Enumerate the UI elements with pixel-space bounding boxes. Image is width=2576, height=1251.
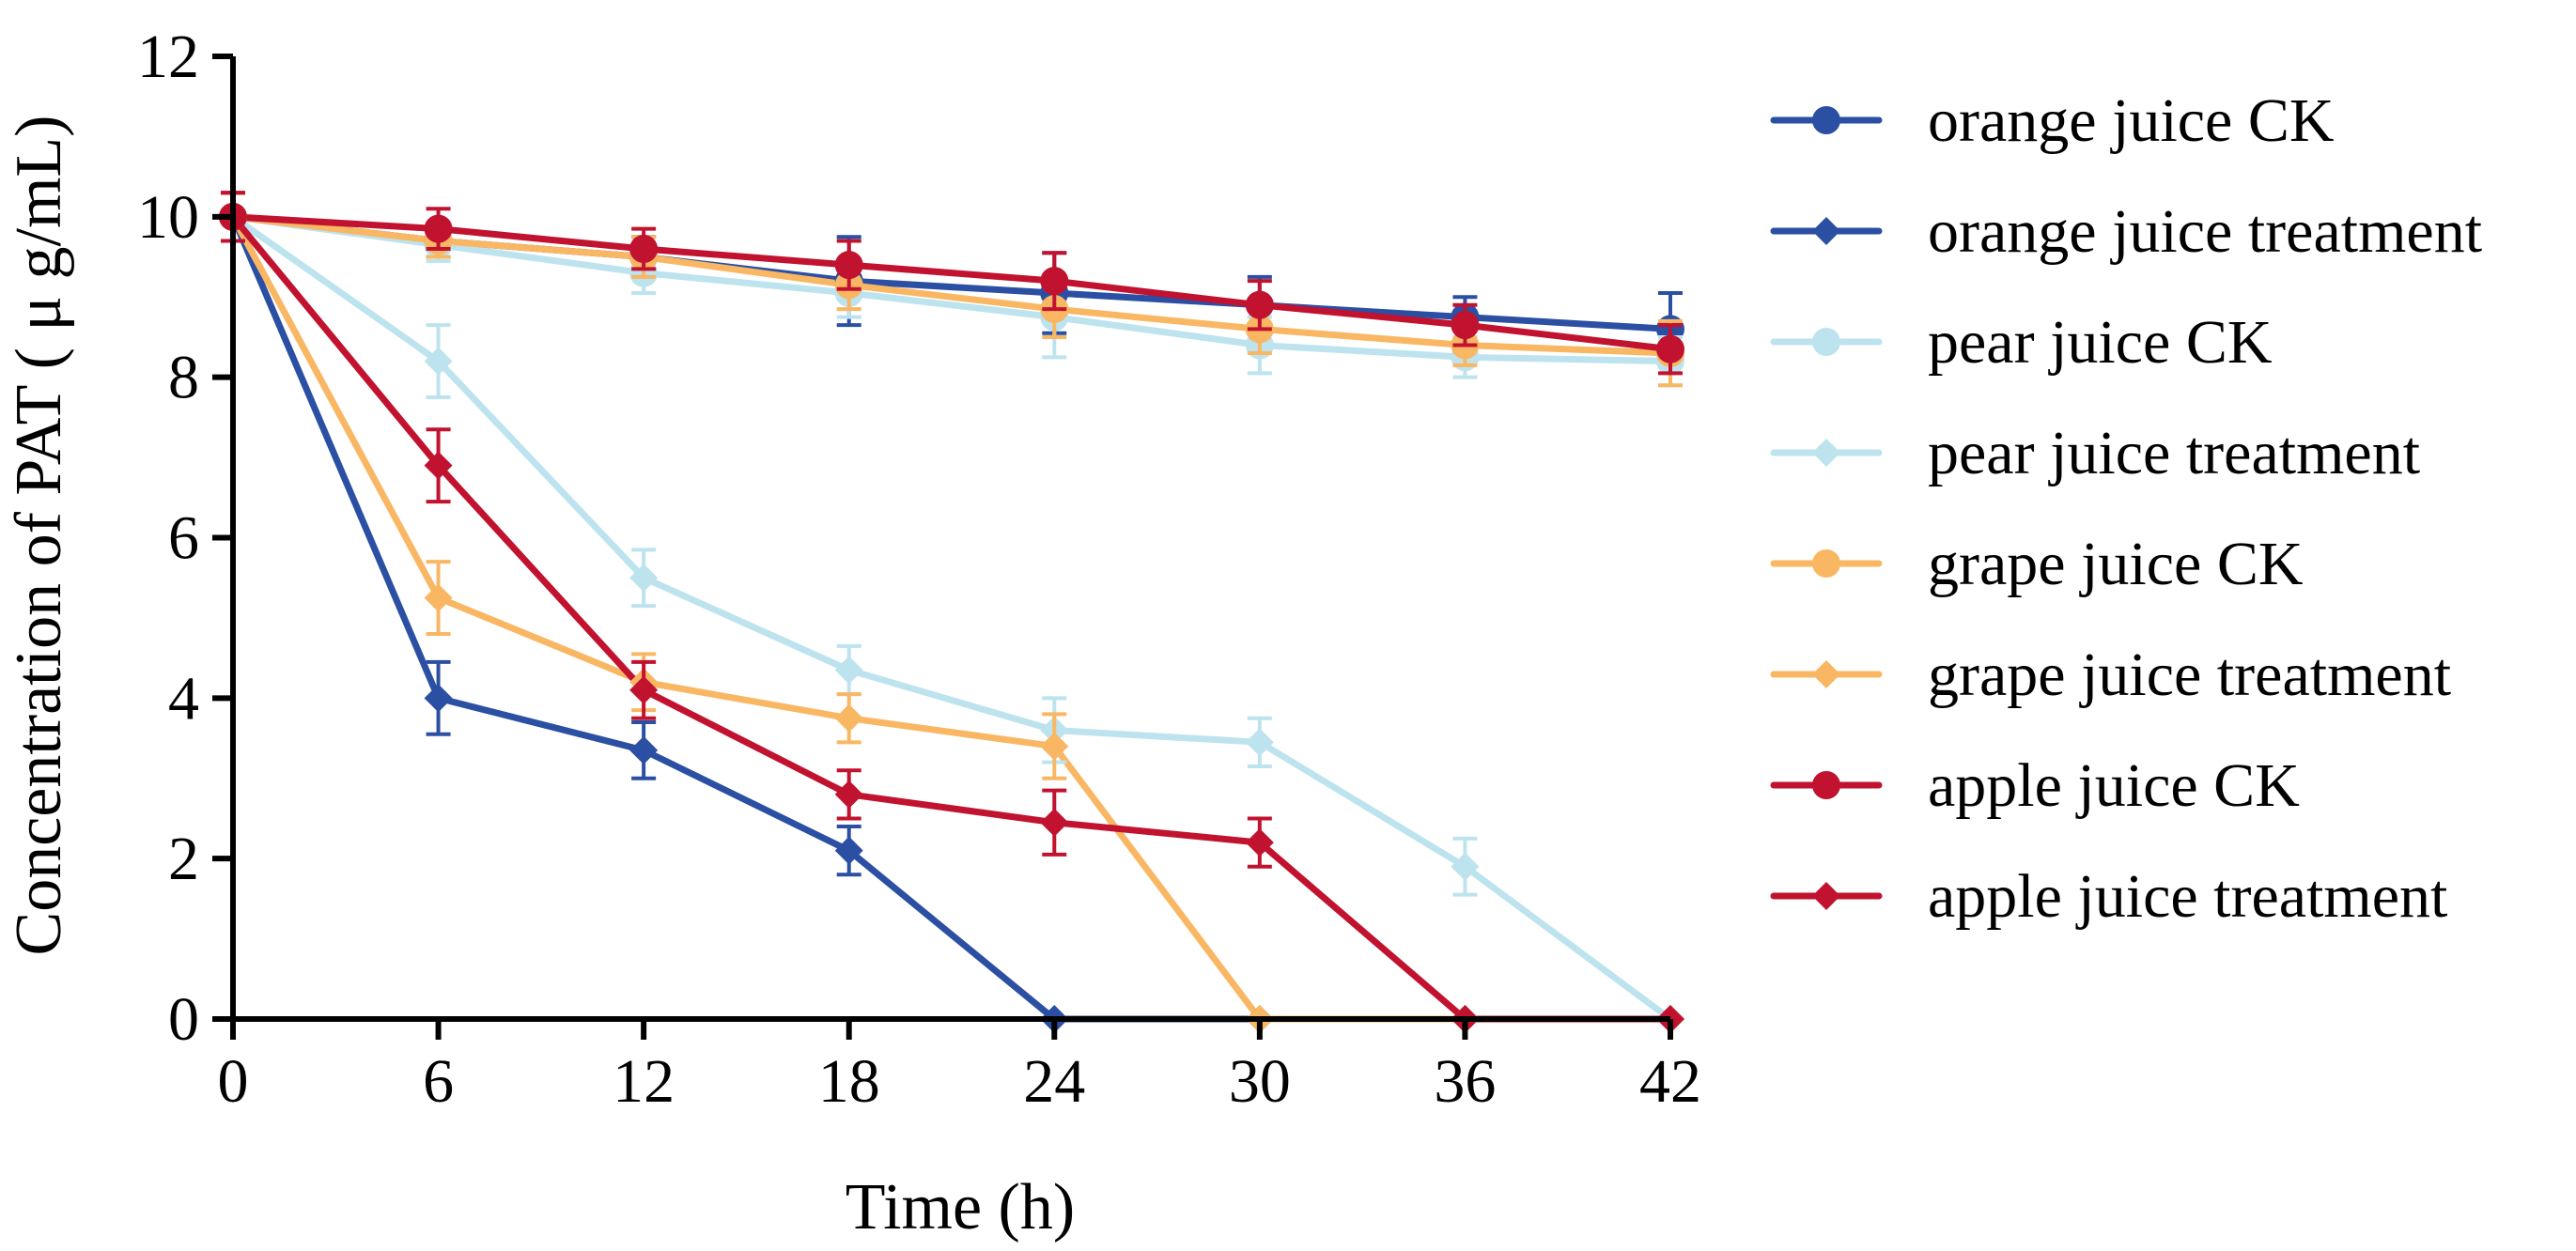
point-apple-juice-treatment	[834, 780, 863, 809]
y-tick-label: 6	[168, 504, 199, 573]
legend-marker-apple-juice-treatment	[1812, 882, 1840, 910]
point-orange-juice-treatment	[629, 735, 659, 764]
legend-marker-orange-juice-ck	[1812, 106, 1840, 134]
x-tick-label: 18	[818, 1047, 880, 1116]
point-apple-juice-ck	[1451, 311, 1480, 340]
legend-marker-grape-juice-ck	[1812, 549, 1840, 578]
y-tick-label: 10	[137, 183, 199, 252]
legend-label-pear-juice-treatment: pear juice treatment	[1928, 419, 2420, 487]
y-axis-title: Concentration of PAT ( μ g/mL)	[3, 116, 75, 956]
line-grape-juice-ck	[229, 213, 1674, 357]
legend-marker-grape-juice-treatment	[1812, 660, 1840, 688]
point-apple-juice-ck	[1656, 334, 1684, 363]
legend-marker-pear-juice-treatment	[1812, 439, 1840, 467]
legend-label-apple-juice-treatment: apple juice treatment	[1928, 862, 2447, 931]
point-apple-juice-treatment	[1245, 828, 1274, 857]
legend: orange juice CK orange juice treatment pea…	[1770, 86, 2482, 931]
line-apple-juice-treatment	[229, 213, 1674, 1023]
y-tick-label: 2	[168, 825, 199, 893]
point-apple-juice-treatment	[629, 675, 659, 704]
x-tick-label: 30	[1229, 1047, 1291, 1116]
point-apple-juice-ck	[1245, 290, 1274, 319]
point-apple-juice-treatment	[424, 451, 453, 480]
legend-label-orange-juice-ck: orange juice CK	[1928, 86, 2335, 155]
point-pear-juice-treatment	[424, 347, 453, 376]
point-grape-juice-treatment	[1040, 732, 1069, 761]
point-apple-juice-ck	[834, 251, 863, 280]
line-pear-juice-treatment	[229, 213, 1674, 1023]
line-pear-juice-ck	[229, 213, 1674, 365]
legend-label-orange-juice-treatment: orange juice treatment	[1928, 197, 2482, 266]
legend-marker-orange-juice-treatment	[1812, 217, 1840, 245]
point-pear-juice-treatment	[1245, 728, 1274, 757]
series-lines	[229, 213, 1674, 1023]
legend-marker-apple-juice-ck	[1812, 771, 1840, 799]
y-tick-label: 12	[137, 23, 199, 91]
point-grape-juice-treatment	[424, 583, 453, 612]
x-axis-title: Time (h)	[846, 1171, 1075, 1243]
point-orange-juice-treatment	[834, 836, 863, 865]
legend-label-grape-juice-treatment: grape juice treatment	[1928, 641, 2451, 709]
point-pear-juice-treatment	[629, 564, 659, 593]
point-orange-juice-treatment	[424, 684, 453, 713]
legend-label-pear-juice-ck: pear juice CK	[1928, 308, 2273, 377]
point-pear-juice-treatment	[834, 656, 863, 685]
x-tick-label: 36	[1434, 1047, 1496, 1116]
y-tick-label: 4	[168, 664, 199, 733]
point-apple-juice-ck	[1040, 267, 1069, 296]
y-tick-label: 8	[168, 344, 199, 412]
point-pear-juice-treatment	[1451, 852, 1480, 881]
point-apple-juice-treatment	[1040, 808, 1069, 837]
x-tick-label: 0	[218, 1047, 249, 1116]
series-markers	[219, 191, 1684, 1033]
x-tick-label: 6	[423, 1047, 454, 1116]
y-tick-label: 0	[168, 985, 199, 1054]
point-apple-juice-ck	[629, 235, 659, 263]
x-tick-label: 12	[613, 1047, 675, 1116]
legend-label-grape-juice-ck: grape juice CK	[1928, 530, 2304, 598]
x-tick-label: 24	[1023, 1047, 1085, 1116]
legend-label-apple-juice-ck: apple juice CK	[1928, 751, 2300, 820]
x-tick-label: 42	[1639, 1047, 1701, 1116]
point-grape-juice-treatment	[834, 703, 863, 733]
point-apple-juice-ck	[424, 214, 453, 243]
legend-marker-pear-juice-ck	[1812, 328, 1840, 356]
line-apple-juice-ck	[229, 213, 1674, 353]
